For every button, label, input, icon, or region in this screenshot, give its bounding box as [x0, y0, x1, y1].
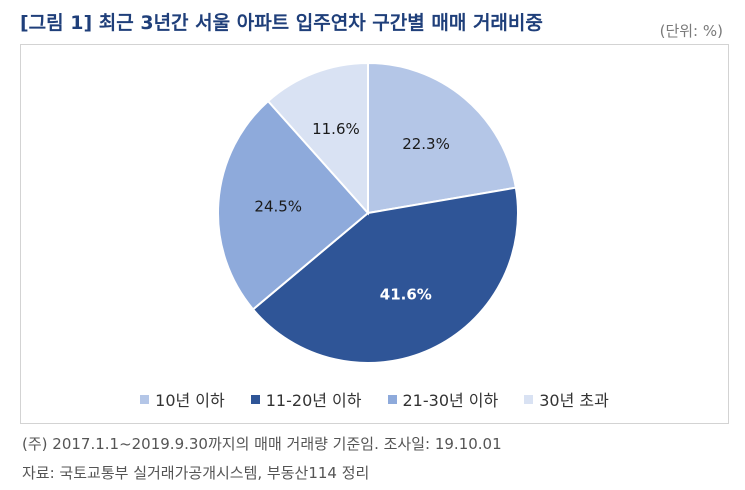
slice-label: 11.6%	[312, 120, 360, 138]
legend-swatch	[250, 394, 260, 404]
unit-label: (단위: %)	[659, 22, 723, 40]
legend-item: 10년 이하	[140, 387, 225, 411]
pie-slice	[251, 186, 519, 364]
chart-title: [그림 1] 최근 3년간 서울 아파트 입주연차 구간별 매매 거래비중	[20, 12, 543, 34]
legend-item: 11-20년 이하	[250, 387, 362, 411]
chart-area: 22.3% 41.6% 24.5% 11.6% 10년 이하 11-20년 이하 21…	[20, 44, 729, 424]
pie-slice	[367, 61, 518, 215]
legend-label: 10년 이하	[155, 391, 225, 410]
pie-chart: 22.3% 41.6% 24.5% 11.6%	[217, 61, 519, 364]
legend-label: 21-30년 이하	[402, 391, 499, 410]
pie-slice	[266, 61, 369, 216]
slice-label: 24.5%	[254, 198, 302, 216]
legend-item: 21-30년 이하	[387, 387, 499, 411]
legend-swatch	[140, 394, 150, 404]
legend-swatch	[387, 394, 397, 404]
slice-label: 41.6%	[380, 286, 432, 304]
slice-label: 22.3%	[402, 135, 450, 153]
source-note: 자료: 국토교통부 실거래가공개시스템, 부동산114 정리	[22, 464, 370, 482]
legend: 10년 이하 11-20년 이하 21-30년 이하 30년 초과	[21, 387, 728, 411]
legend-item: 30년 초과	[524, 387, 609, 411]
legend-swatch	[524, 394, 534, 404]
pie-slice	[217, 99, 370, 311]
legend-label: 11-20년 이하	[265, 391, 362, 410]
footnote: (주) 2017.1.1~2019.9.30까지의 매매 거래량 기준임. 조사…	[22, 435, 502, 453]
legend-label: 30년 초과	[539, 391, 609, 410]
